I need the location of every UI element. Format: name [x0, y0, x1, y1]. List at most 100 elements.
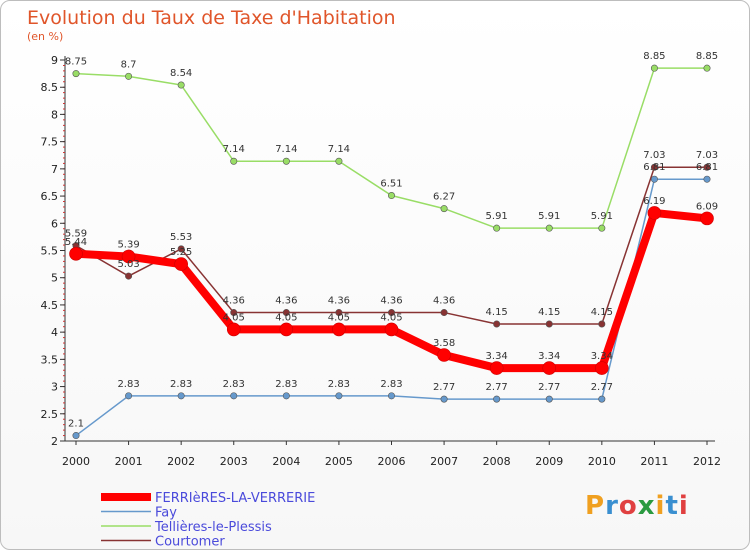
- data-label-3: 4.15: [486, 307, 508, 318]
- series-point-0: [226, 322, 241, 337]
- y-tick-label: 7.5: [41, 136, 59, 149]
- data-label-2: 5.91: [486, 211, 508, 222]
- data-label-1: 2.77: [591, 382, 613, 393]
- series-point-2: [335, 157, 343, 165]
- series-point-0: [437, 348, 451, 362]
- data-label-0: 4.05: [328, 312, 350, 323]
- data-label-3: 4.36: [433, 296, 455, 307]
- series-point-2: [72, 70, 80, 78]
- series-point-2: [125, 72, 133, 80]
- series-point-3: [282, 309, 290, 317]
- series-point-2: [598, 224, 606, 232]
- axes: 2 2.5 3 3.5 4 4.5 5 5.5 6 6.5 7 7.5 8 8.5 9 2000 2001 200…: [41, 54, 722, 468]
- data-label-1: 6.81: [643, 162, 665, 173]
- series-point-2: [440, 205, 448, 213]
- data-label-0: 5.44: [65, 237, 87, 248]
- data-label-0: 6.09: [696, 201, 718, 212]
- data-label-3: 5.53: [170, 232, 192, 243]
- data-label-2: 7.14: [328, 144, 350, 155]
- data-label-0: 5.39: [117, 239, 139, 250]
- data-label-3: 4.36: [275, 296, 297, 307]
- series-point-0: [69, 246, 83, 261]
- data-label-0: 4.05: [275, 312, 297, 323]
- data-label-1: 2.83: [223, 379, 245, 390]
- data-label-3: 7.03: [643, 150, 665, 161]
- legend: FERRIèRES-LA-VERRERIEFayTellières-le-Ple…: [101, 491, 315, 549]
- series-point-3: [125, 272, 133, 280]
- series-point-2: [493, 224, 501, 232]
- series-point-3: [335, 309, 343, 317]
- data-label-2: 5.91: [538, 211, 560, 222]
- data-label-2: 8.85: [696, 51, 718, 62]
- data-label-3: 7.03: [696, 150, 718, 161]
- y-tick-label: 2: [51, 435, 58, 448]
- series-point-0: [700, 211, 714, 226]
- y-tick-label: 8: [51, 108, 58, 121]
- y-tick-label: 7: [51, 163, 58, 176]
- x-tick-label: 2001: [115, 455, 143, 468]
- data-label-1: 2.83: [170, 379, 192, 390]
- x-tick-label: 2012: [693, 455, 721, 468]
- series-point-3: [230, 309, 238, 317]
- data-label-1: 6.81: [696, 162, 718, 173]
- data-label-1: 2.83: [380, 379, 402, 390]
- data-label-2: 8.85: [643, 51, 665, 62]
- chart-title: Evolution du Taux de Taxe d'Habitation: [27, 7, 396, 29]
- series-point-1: [125, 392, 133, 400]
- data-label-3: 4.36: [328, 296, 350, 307]
- series-point-3: [598, 320, 606, 328]
- series-point-3: [703, 163, 711, 171]
- legend-label-1: Fay: [155, 506, 177, 521]
- y-tick-label: 3.5: [41, 353, 59, 366]
- series-point-1: [703, 175, 711, 183]
- series-point-1: [335, 392, 343, 400]
- series-point-1: [545, 395, 553, 403]
- series-point-1: [177, 392, 185, 400]
- x-tick-label: 2008: [483, 455, 511, 468]
- data-label-3: 4.36: [380, 296, 402, 307]
- data-label-1: 2.77: [538, 382, 560, 393]
- data-label-0: 3.34: [538, 351, 560, 362]
- data-label-2: 7.14: [223, 144, 245, 155]
- legend-label-3: Courtomer: [155, 535, 225, 550]
- series-point-2: [650, 64, 658, 72]
- data-label-0: 5.25: [170, 247, 192, 258]
- data-label-2: 8.75: [65, 57, 87, 68]
- data-label-2: 5.91: [591, 211, 613, 222]
- data-label-0: 6.19: [643, 196, 665, 207]
- y-tick-label: 3: [51, 381, 58, 394]
- x-tick-label: 2004: [272, 455, 300, 468]
- series-line-2: [75, 67, 707, 229]
- data-label-0: 3.34: [486, 351, 508, 362]
- x-tick-label: 2003: [220, 455, 248, 468]
- series-point-1: [440, 395, 448, 403]
- data-label-1: 2.77: [433, 382, 455, 393]
- x-tick-label: 2011: [640, 455, 668, 468]
- y-tick-label: 6: [51, 217, 58, 230]
- data-label-3: 4.15: [591, 307, 613, 318]
- data-label-0: 4.05: [223, 312, 245, 323]
- series-point-1: [282, 392, 290, 400]
- y-tick-label: 8.5: [41, 81, 59, 94]
- series-point-0: [279, 322, 294, 337]
- data-label-0: 3.34: [591, 351, 613, 362]
- series-point-2: [387, 192, 395, 200]
- series-point-0: [595, 361, 609, 375]
- series-point-1: [598, 395, 606, 403]
- legend-label-0: FERRIèRES-LA-VERRERIE: [155, 491, 315, 506]
- x-tick-label: 2007: [430, 455, 458, 468]
- series-point-0: [332, 322, 346, 337]
- series-point-1: [650, 175, 658, 183]
- data-label-0: 4.05: [380, 312, 402, 323]
- series-point-2: [545, 224, 553, 232]
- series-point-2: [230, 157, 238, 165]
- series-point-3: [177, 245, 185, 253]
- data-label-3: 4.15: [538, 307, 560, 318]
- data-label-1: 2.1: [68, 419, 84, 430]
- y-tick-label: 9: [51, 54, 58, 67]
- y-tick-label: 2.5: [41, 408, 59, 421]
- series-layer: [69, 64, 714, 440]
- data-label-3: 5.03: [117, 259, 139, 270]
